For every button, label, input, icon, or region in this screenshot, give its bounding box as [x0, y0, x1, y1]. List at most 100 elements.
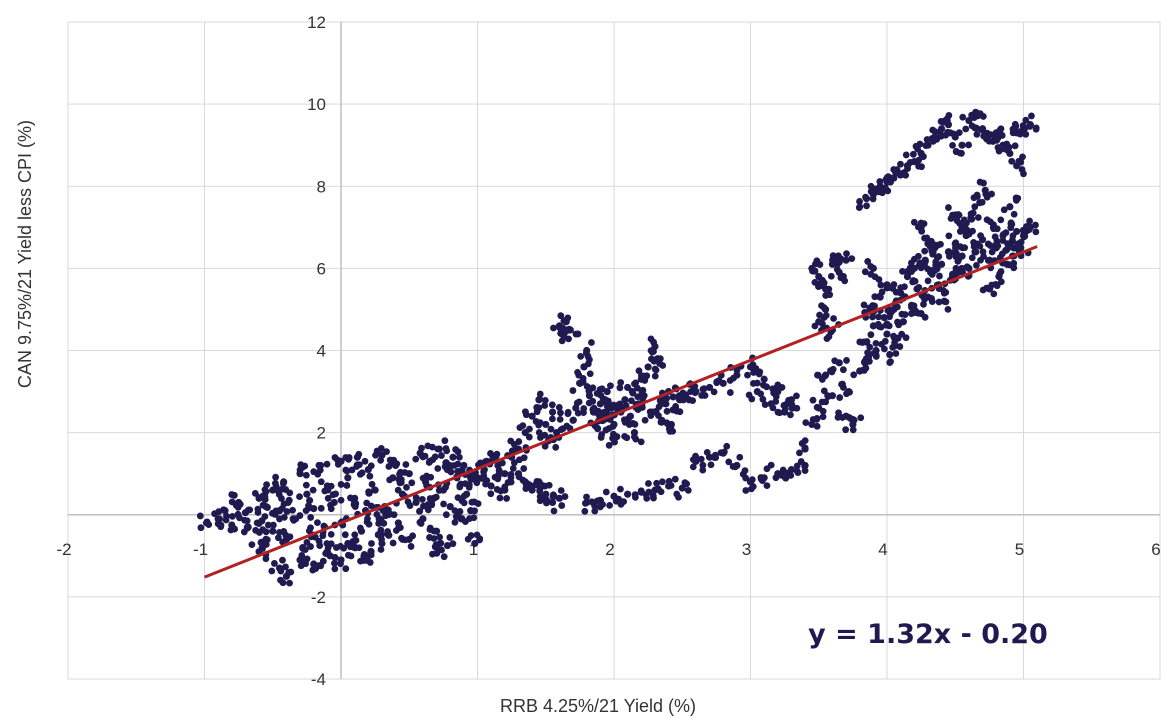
data-point — [460, 499, 468, 507]
data-point — [588, 339, 595, 346]
data-point — [433, 549, 441, 557]
data-point — [899, 267, 906, 275]
data-point — [446, 502, 454, 511]
data-point — [776, 409, 784, 417]
data-point — [467, 532, 475, 539]
data-point — [961, 228, 969, 236]
data-point — [515, 473, 523, 481]
data-point — [802, 419, 810, 427]
data-point — [396, 524, 404, 532]
data-point — [298, 464, 306, 471]
data-point — [725, 458, 733, 466]
data-point — [839, 366, 847, 374]
data-point — [909, 150, 917, 158]
data-point — [826, 291, 834, 299]
x-tick-label: 1 — [469, 540, 478, 559]
data-point — [849, 426, 857, 434]
data-point — [560, 332, 568, 340]
data-point — [337, 481, 345, 488]
data-point — [279, 480, 287, 487]
data-point — [651, 365, 659, 373]
data-point — [331, 554, 339, 562]
data-point — [352, 536, 360, 544]
data-point — [446, 534, 454, 541]
data-point — [787, 472, 795, 479]
data-point — [911, 309, 919, 317]
data-point — [1004, 240, 1011, 248]
data-point — [883, 330, 891, 338]
data-point — [279, 538, 286, 546]
data-point — [952, 267, 960, 275]
data-point — [944, 306, 952, 313]
data-point — [389, 539, 397, 547]
data-point — [936, 272, 943, 280]
data-point — [921, 261, 928, 269]
y-tick-label: 2 — [317, 424, 326, 443]
data-point — [222, 516, 230, 524]
data-point — [703, 448, 711, 456]
data-point — [942, 288, 950, 296]
data-point — [416, 507, 424, 515]
data-point — [742, 487, 750, 494]
data-point — [973, 261, 980, 269]
data-point — [793, 392, 800, 400]
data-point — [864, 258, 872, 265]
data-point — [271, 479, 279, 487]
data-point — [606, 501, 613, 509]
data-point — [327, 530, 335, 538]
data-point — [386, 476, 394, 484]
data-point — [947, 215, 955, 222]
data-point — [289, 506, 296, 514]
data-point — [616, 400, 624, 408]
data-point — [793, 462, 801, 470]
data-point — [843, 357, 850, 364]
data-point — [644, 363, 652, 371]
data-point — [456, 483, 464, 491]
data-point — [634, 393, 642, 401]
data-point — [849, 420, 857, 429]
data-point — [271, 560, 278, 567]
data-point — [622, 402, 630, 409]
data-point — [794, 469, 802, 477]
data-point — [978, 198, 986, 206]
data-point — [930, 241, 938, 249]
data-point — [1032, 125, 1040, 133]
x-tick-label: 3 — [742, 540, 751, 559]
data-point — [801, 444, 809, 452]
data-point — [760, 375, 768, 383]
data-point — [886, 359, 894, 367]
data-point — [564, 314, 572, 322]
data-point — [713, 379, 721, 387]
data-point — [549, 415, 556, 423]
data-point — [476, 536, 484, 544]
data-point — [837, 255, 845, 263]
data-point — [822, 398, 830, 406]
data-point — [651, 372, 659, 380]
x-axis-title: RRB 4.25%/21 Yield (%) — [500, 696, 696, 716]
data-point — [667, 482, 675, 489]
data-point — [678, 484, 686, 492]
data-point — [306, 496, 314, 504]
data-point — [796, 449, 803, 457]
data-point — [262, 528, 270, 536]
data-point — [689, 463, 697, 471]
data-point — [261, 513, 269, 520]
data-point — [378, 531, 385, 539]
data-point — [610, 430, 617, 438]
data-point — [631, 491, 639, 498]
data-point — [1010, 210, 1018, 218]
data-point — [956, 253, 964, 261]
data-point — [557, 409, 564, 417]
data-point — [658, 418, 666, 426]
data-point — [575, 398, 583, 406]
data-point — [361, 457, 369, 465]
x-tick-label: 5 — [1015, 540, 1024, 559]
data-point — [979, 113, 987, 120]
data-point — [761, 401, 769, 409]
data-point — [801, 467, 809, 475]
y-tick-label: 4 — [317, 342, 326, 361]
data-point — [452, 513, 460, 521]
data-point — [564, 408, 572, 416]
data-point — [330, 559, 338, 567]
data-point — [872, 346, 880, 355]
